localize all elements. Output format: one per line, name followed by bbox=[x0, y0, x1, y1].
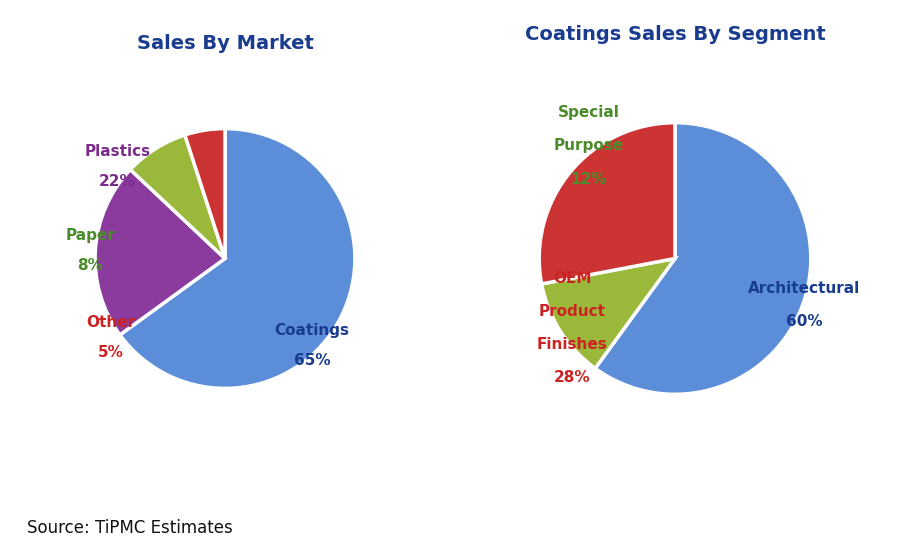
Text: Purpose: Purpose bbox=[554, 139, 624, 153]
Text: Source: TiPMC Estimates: Source: TiPMC Estimates bbox=[27, 519, 233, 537]
Text: 12%: 12% bbox=[571, 172, 608, 186]
Wedge shape bbox=[120, 129, 355, 388]
Text: Coatings: Coatings bbox=[274, 323, 349, 338]
Text: Paper: Paper bbox=[66, 228, 115, 243]
Text: 65%: 65% bbox=[293, 353, 330, 368]
Text: Architectural: Architectural bbox=[748, 281, 860, 296]
Wedge shape bbox=[130, 135, 225, 258]
Text: 22%: 22% bbox=[99, 174, 136, 189]
Wedge shape bbox=[542, 258, 675, 369]
Text: Other: Other bbox=[86, 315, 136, 330]
Text: Product: Product bbox=[539, 304, 606, 319]
Title: Coatings Sales By Segment: Coatings Sales By Segment bbox=[525, 25, 825, 45]
Text: 8%: 8% bbox=[77, 258, 104, 273]
Wedge shape bbox=[595, 123, 811, 394]
Wedge shape bbox=[95, 169, 225, 335]
Title: Sales By Market: Sales By Market bbox=[137, 35, 313, 53]
Text: OEM: OEM bbox=[554, 271, 591, 286]
Text: Finishes: Finishes bbox=[537, 337, 608, 352]
Text: Special: Special bbox=[558, 105, 620, 120]
Text: 60%: 60% bbox=[786, 314, 823, 329]
Text: 5%: 5% bbox=[98, 345, 124, 360]
Text: Plastics: Plastics bbox=[85, 144, 150, 159]
Wedge shape bbox=[539, 123, 675, 284]
Wedge shape bbox=[184, 129, 225, 258]
Text: 28%: 28% bbox=[554, 370, 590, 385]
